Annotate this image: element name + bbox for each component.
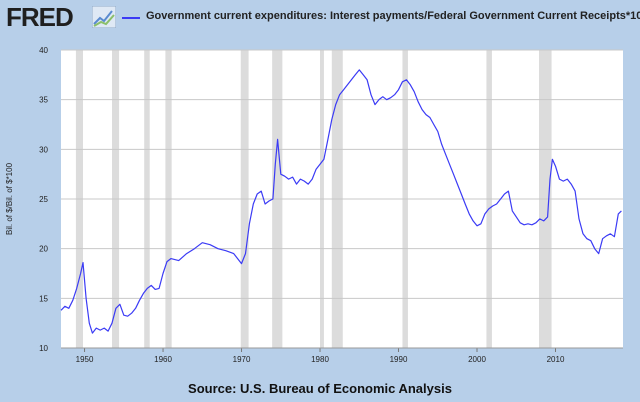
fred-logo[interactable]: FRED [6,2,74,32]
y-tick-label: 25 [39,195,48,204]
source-caption: Source: U.S. Bureau of Economic Analysis [188,381,452,396]
y-axis-label: Bil. of $/Bil. of $*100 [5,162,14,235]
y-tick-label: 35 [39,96,48,105]
y-tick-label: 10 [39,344,48,353]
legend-entry: Government current expenditures: Interes… [146,10,640,22]
x-tick-label: 1980 [311,355,329,364]
x-tick-label: 1950 [76,355,94,364]
legend-swatch [122,17,140,19]
line-chart: 10 15 20 25 30 35 40 1950 1960 1970 1980 1990 2000 20… [5,46,623,364]
x-tick-label: 2000 [468,355,486,364]
x-tick-label: 2010 [547,355,565,364]
y-tick-label: 30 [39,145,48,154]
x-tick-label: 1970 [233,355,251,364]
axes: 10 15 20 25 30 35 40 1950 1960 1970 1980 1990 2000 20… [39,46,623,364]
series-layer [60,69,622,334]
y-tick-label: 20 [39,245,48,254]
series-line [60,69,622,334]
x-tick-label: 1990 [390,355,408,364]
line-chart-icon [92,6,116,28]
header: FRED Government current expenditures: In… [0,0,640,36]
y-tick-label: 40 [39,46,48,55]
y-tick-label: 15 [39,294,48,303]
x-tick-label: 1960 [154,355,172,364]
